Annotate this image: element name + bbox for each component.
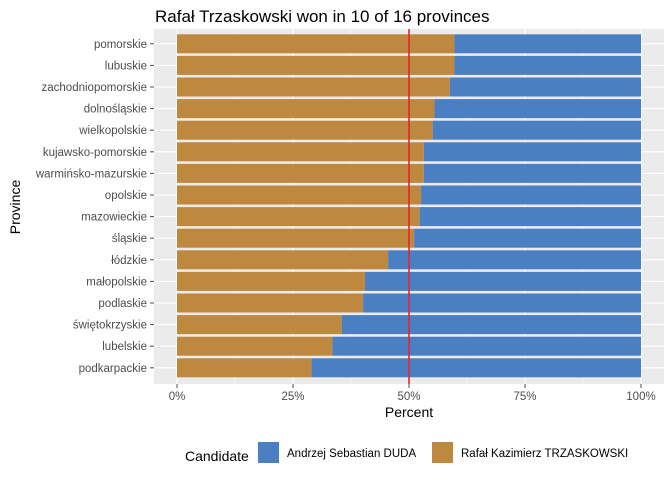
bar-trzaskowski bbox=[177, 271, 365, 291]
y-tick-label: podlaskie bbox=[98, 298, 147, 310]
bar-trzaskowski bbox=[177, 142, 424, 162]
bar-trzaskowski bbox=[177, 315, 342, 335]
bar-duda bbox=[332, 336, 641, 356]
bar-duda bbox=[388, 250, 641, 270]
y-tick-label: warmińsko-mazurskie bbox=[35, 168, 147, 180]
bar-trzaskowski bbox=[177, 336, 333, 356]
legend: Candidate Andrzej Sebastian DUDA Rafał Ka… bbox=[185, 442, 628, 464]
bar-duda bbox=[421, 185, 641, 205]
y-tick-label: łódzkie bbox=[111, 255, 147, 267]
bar-duda bbox=[454, 55, 641, 75]
y-tick-label: wielkopolskie bbox=[78, 125, 147, 137]
bar-duda bbox=[449, 77, 641, 97]
bar-duda bbox=[311, 358, 641, 378]
x-axis-title: Percent bbox=[385, 404, 433, 420]
bar-trzaskowski bbox=[177, 34, 455, 54]
x-tick-label: 25% bbox=[281, 391, 304, 403]
bar-duda bbox=[341, 315, 641, 335]
bar-duda bbox=[419, 207, 641, 227]
y-tick-label: małopolskie bbox=[86, 276, 147, 288]
bar-duda bbox=[423, 163, 641, 183]
bar-trzaskowski bbox=[177, 77, 450, 97]
x-tick-label: 100% bbox=[626, 391, 655, 403]
bar-duda bbox=[414, 228, 641, 248]
x-tick-label: 75% bbox=[513, 391, 536, 403]
bar-trzaskowski bbox=[177, 185, 422, 205]
bar-duda bbox=[454, 34, 641, 54]
y-tick-label: świętokrzyskie bbox=[73, 320, 147, 332]
y-tick-label: zachodniopomorskie bbox=[42, 82, 147, 94]
bar-duda bbox=[423, 142, 641, 162]
bar-duda bbox=[363, 293, 641, 313]
legend-title: Candidate bbox=[185, 448, 249, 464]
legend-label: Andrzej Sebastian DUDA bbox=[287, 448, 416, 460]
bar-trzaskowski bbox=[177, 293, 364, 313]
bar-trzaskowski bbox=[177, 358, 312, 378]
legend-key bbox=[432, 442, 453, 463]
bar-duda bbox=[434, 99, 641, 119]
bar-trzaskowski bbox=[177, 99, 435, 119]
x-tick-labels: 0% 25% 50% 75% 100% bbox=[169, 384, 656, 403]
bar-duda bbox=[432, 120, 641, 140]
y-tick-label: śląskie bbox=[112, 233, 147, 245]
y-tick-label: lubuskie bbox=[105, 60, 147, 72]
y-tick-label: podkarpackie bbox=[79, 363, 147, 375]
bar-trzaskowski bbox=[177, 55, 455, 75]
bar-trzaskowski bbox=[177, 207, 420, 227]
y-tick-label: kujawsko-pomorskie bbox=[43, 147, 147, 159]
x-tick-label: 50% bbox=[397, 391, 420, 403]
y-tick-label: lubelskie bbox=[102, 341, 147, 353]
bar-trzaskowski bbox=[177, 120, 433, 140]
legend-label: Rafał Kazimierz TRZASKOWSKI bbox=[461, 448, 628, 460]
bars bbox=[177, 34, 641, 378]
y-tick-labels: pomorskie lubuskie zachodniopomorskie dolno… bbox=[35, 39, 154, 375]
bar-duda bbox=[364, 271, 641, 291]
x-tick-label: 0% bbox=[169, 391, 186, 403]
y-axis-title: Province bbox=[7, 180, 23, 235]
legend-key bbox=[258, 442, 279, 463]
y-tick-label: opolskie bbox=[105, 190, 147, 202]
y-tick-label: dolnośląskie bbox=[84, 104, 147, 116]
bar-trzaskowski bbox=[177, 250, 389, 270]
y-tick-label: pomorskie bbox=[94, 39, 147, 51]
bar-trzaskowski bbox=[177, 228, 415, 248]
y-tick-label: mazowieckie bbox=[81, 212, 147, 224]
chart-title: Rafał Trzaskowski won in 10 of 16 provin… bbox=[155, 7, 490, 26]
bar-trzaskowski bbox=[177, 163, 424, 183]
